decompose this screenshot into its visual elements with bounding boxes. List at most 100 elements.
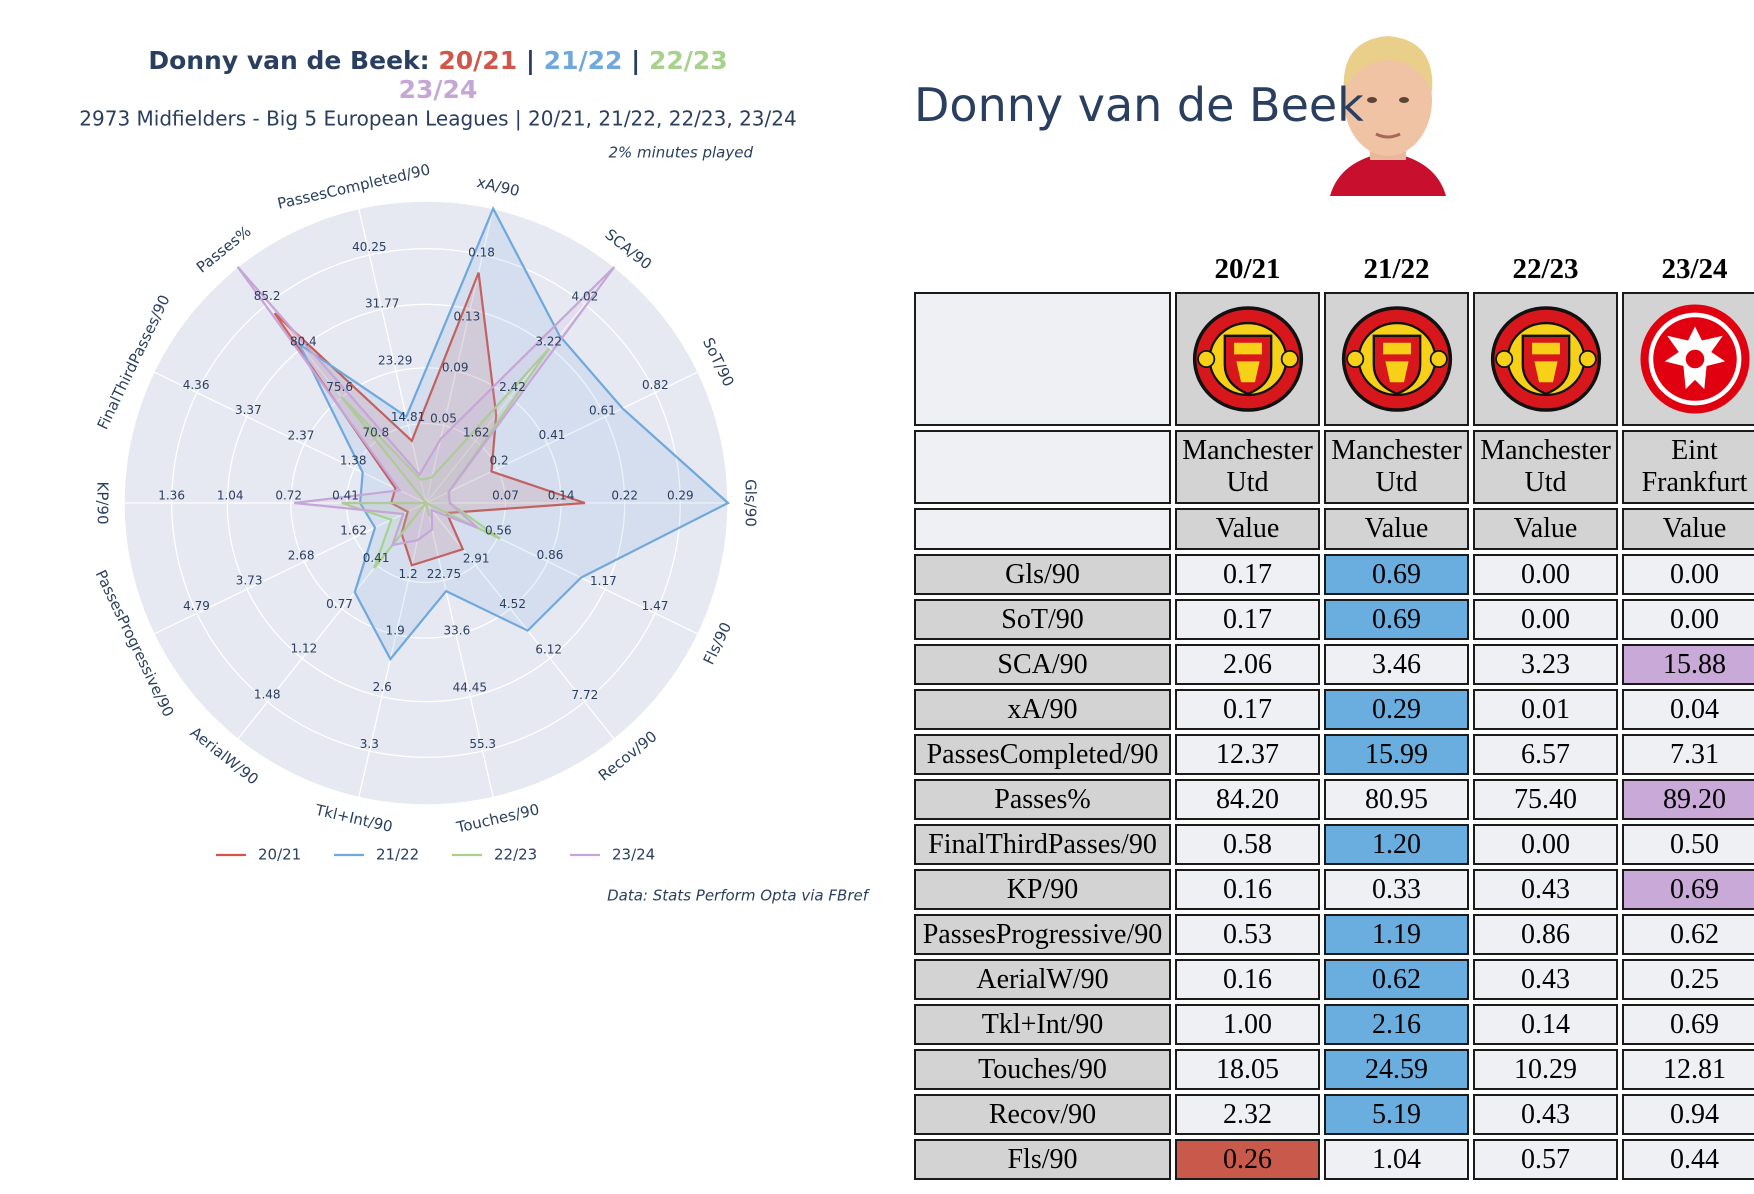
stat-value: 0.00 [1622, 554, 1754, 595]
value-header: Value [1175, 508, 1320, 550]
stat-value: 0.33 [1324, 869, 1469, 910]
stat-value: 0.43 [1473, 869, 1618, 910]
stat-label: xA/90 [914, 689, 1171, 730]
stat-row: Gls/90 0.17 0.69 0.00 0.00 [914, 554, 1754, 595]
value-header-row: Value Value Value Value [914, 508, 1754, 550]
team-crest [1339, 301, 1455, 417]
season-header: 23/24 [1661, 252, 1728, 285]
crest-cell [1175, 292, 1320, 426]
axis-name: xA/90 [475, 173, 521, 200]
radial-tick-label: 1.62 [463, 426, 490, 440]
axis-name: Tkl+Int/90 [313, 801, 395, 836]
stat-value: 0.44 [1622, 1139, 1754, 1180]
title-part: | [526, 46, 535, 75]
radial-tick-label: 1.38 [340, 454, 367, 468]
stat-label: PassesProgressive/90 [914, 914, 1171, 955]
stat-value: 0.01 [1473, 689, 1618, 730]
stat-row: Recov/90 2.32 5.19 0.43 0.94 [914, 1094, 1754, 1135]
stat-value: 12.37 [1175, 734, 1320, 775]
stat-value: 0.04 [1622, 689, 1754, 730]
stat-value: 0.69 [1324, 599, 1469, 640]
stat-value: 0.86 [1473, 914, 1618, 955]
grid-spoke [425, 208, 494, 504]
stat-value: 0.62 [1622, 914, 1754, 955]
legend-label: 23/24 [612, 846, 655, 864]
radial-tick-label: 0.77 [326, 597, 353, 611]
stat-value: 0.00 [1473, 824, 1618, 865]
stat-row: AerialW/90 0.16 0.62 0.43 0.25 [914, 959, 1754, 1000]
radial-tick-label: 0.14 [548, 489, 575, 503]
title-part: 20/21 [438, 46, 517, 75]
stat-value: 0.26 [1175, 1139, 1320, 1180]
radial-tick-label: 0.86 [537, 548, 564, 562]
stat-value: 0.50 [1622, 824, 1754, 865]
stat-label: PassesCompleted/90 [914, 734, 1171, 775]
legend-label: 22/23 [494, 846, 537, 864]
subtitle: 2973 Midfielders - Big 5 European League… [79, 107, 796, 131]
grid-spoke [425, 371, 699, 504]
stat-row: Tkl+Int/90 1.00 2.16 0.14 0.69 [914, 1004, 1754, 1045]
legend-label: 21/22 [376, 846, 419, 864]
title-part: Donny van de Beek [148, 46, 421, 75]
crest-cell [1622, 292, 1754, 426]
team-name: Manchester Utd [1324, 430, 1469, 504]
stat-label: FinalThirdPasses/90 [914, 824, 1171, 865]
radial-tick-label: 2.6 [373, 680, 392, 694]
radial-tick-label: 7.72 [572, 688, 599, 702]
stat-value: 15.88 [1622, 644, 1754, 685]
stat-value: 24.59 [1324, 1049, 1469, 1090]
radial-tick-label: 3.37 [235, 403, 262, 417]
value-header: Value [1324, 508, 1469, 550]
stat-label: SoT/90 [914, 599, 1171, 640]
title-part: 21/22 [544, 46, 623, 75]
grid-spoke [425, 502, 494, 798]
stat-value: 6.57 [1473, 734, 1618, 775]
radial-tick-label: 3.22 [535, 335, 562, 349]
blank-cell [914, 292, 1171, 426]
stat-value: 2.32 [1175, 1094, 1320, 1135]
radial-tick-label: 1.62 [340, 523, 367, 537]
radial-tick-label: 4.02 [572, 289, 599, 303]
grid-spoke [425, 502, 615, 740]
stat-row: PassesCompleted/90 12.37 15.99 6.57 7.31 [914, 734, 1754, 775]
blank-cell [914, 430, 1171, 504]
radial-tick-label: 1.48 [254, 688, 281, 702]
stat-value: 0.43 [1473, 959, 1618, 1000]
stat-value: 0.69 [1324, 554, 1469, 595]
radial-tick-label: 22.75 [427, 567, 461, 581]
title-part: 23/24 [399, 75, 478, 104]
stat-value: 89.20 [1622, 779, 1754, 820]
stat-value: 3.46 [1324, 644, 1469, 685]
team-crest [1190, 301, 1306, 417]
radial-tick-label: 80.4 [290, 335, 317, 349]
stat-value: 0.16 [1175, 959, 1320, 1000]
stat-value: 3.23 [1473, 644, 1618, 685]
radial-tick-label: 31.77 [365, 297, 399, 311]
season-header: 21/22 [1363, 252, 1430, 285]
stat-label: Tkl+Int/90 [914, 1004, 1171, 1045]
stat-label: KP/90 [914, 869, 1171, 910]
stat-label: Recov/90 [914, 1094, 1171, 1135]
axis-name: KP/90 [94, 481, 112, 524]
axis-name: Gls/90 [742, 479, 760, 527]
stat-label: Fls/90 [914, 1139, 1171, 1180]
stat-value: 0.14 [1473, 1004, 1618, 1045]
radial-tick-label: 0.61 [589, 404, 616, 418]
stat-value: 0.43 [1473, 1094, 1618, 1135]
stat-value: 0.00 [1473, 599, 1618, 640]
radial-tick-label: 1.04 [217, 489, 244, 503]
value-header: Value [1622, 508, 1754, 550]
stat-value: 75.40 [1473, 779, 1618, 820]
team-name: Manchester Utd [1175, 430, 1320, 504]
player-name: Donny van de Beek [914, 78, 1364, 132]
stat-value: 0.58 [1175, 824, 1320, 865]
radial-tick-label: 0.72 [275, 489, 302, 503]
radial-tick-label: 55.3 [469, 737, 496, 751]
stat-value: 18.05 [1175, 1049, 1320, 1090]
source: Data: Stats Perform Opta via FBref [607, 887, 871, 905]
stat-row: KP/90 0.16 0.33 0.43 0.69 [914, 869, 1754, 910]
stat-value: 10.29 [1473, 1049, 1618, 1090]
stat-value: 0.62 [1324, 959, 1469, 1000]
radial-tick-label: 0.09 [442, 361, 469, 375]
stat-value: 1.19 [1324, 914, 1469, 955]
